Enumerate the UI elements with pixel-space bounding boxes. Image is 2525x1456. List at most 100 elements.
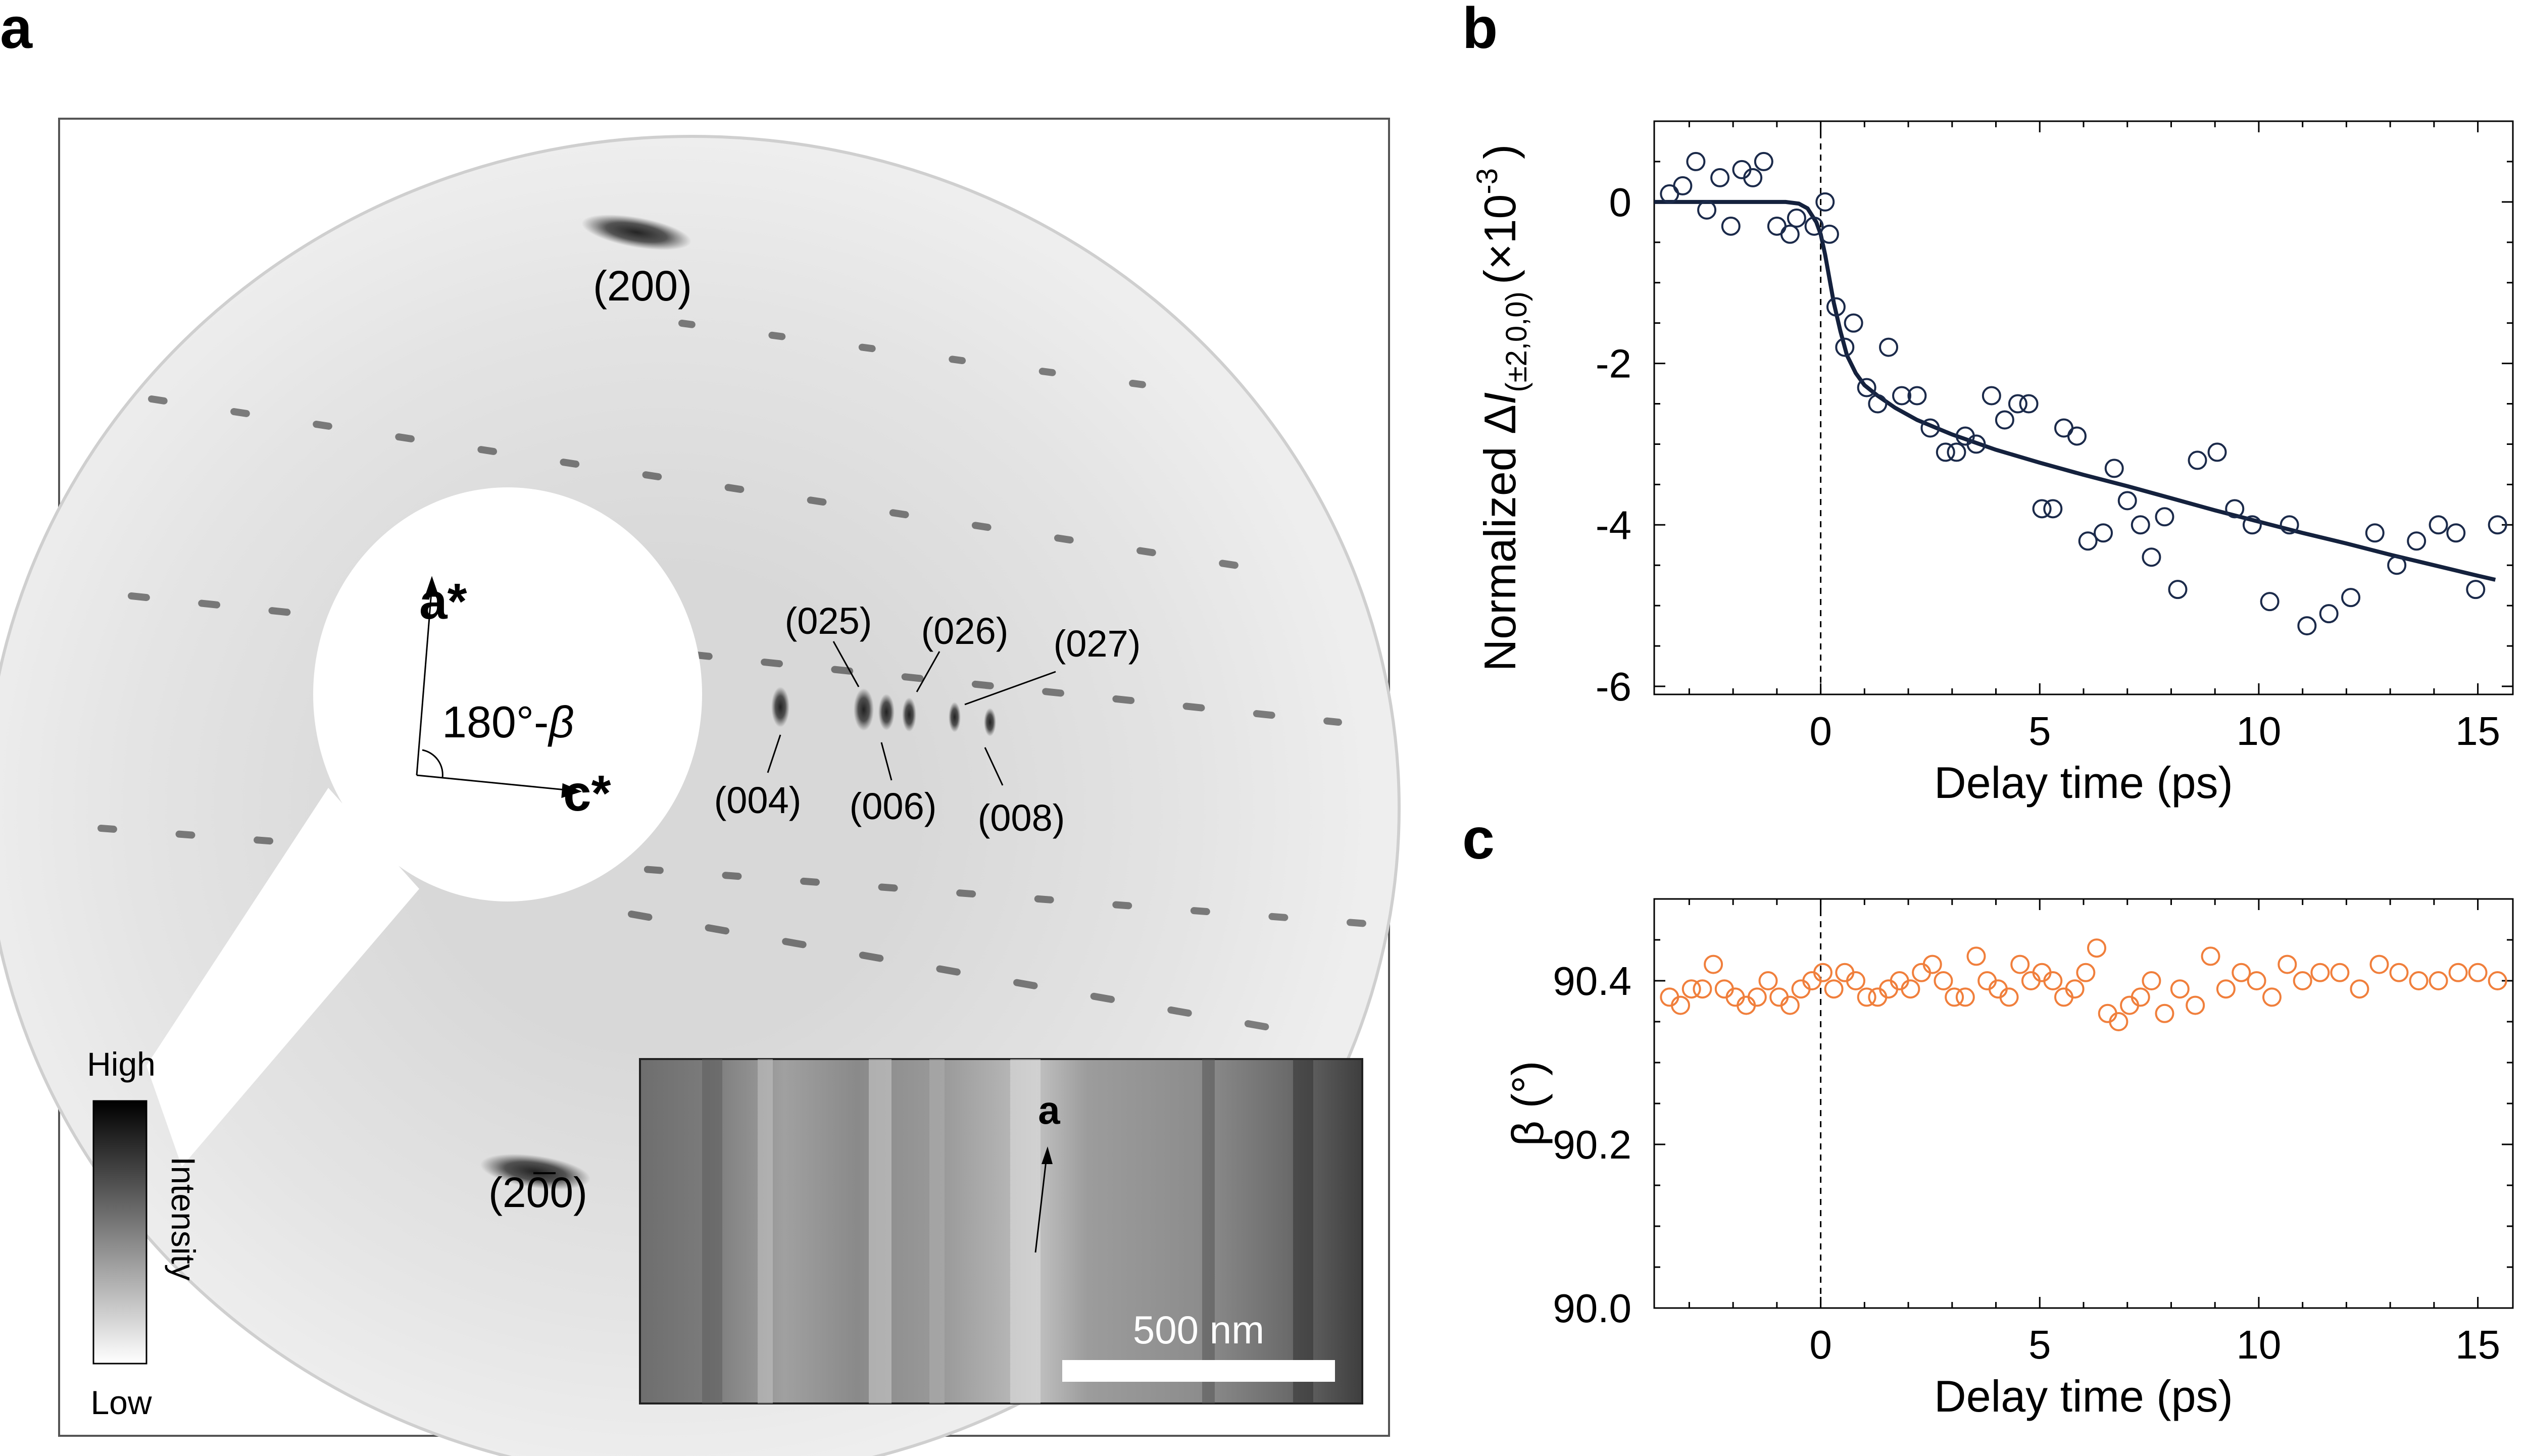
- streak-row-5: [678, 320, 1216, 397]
- b-data-point: [1826, 297, 1846, 317]
- b-data-point: [2319, 604, 2339, 624]
- angle-arc: [422, 749, 443, 778]
- b-data-point: [1844, 313, 1863, 333]
- b-y-tick-label: 0: [1609, 180, 1632, 225]
- b-data-point: [1982, 386, 2001, 406]
- peak-label-008: (008): [978, 797, 1065, 839]
- c-data-point: [1813, 963, 1833, 982]
- b-data-point: [1966, 434, 1986, 454]
- b-data-point: [1754, 152, 1773, 171]
- b-y-tick-label: -6: [1596, 664, 1631, 709]
- leader-008: [984, 747, 1004, 786]
- chart-b-data-points: [1660, 152, 2507, 636]
- tem-a-axis-line: [1034, 1156, 1048, 1253]
- panel-a-letter: a: [0, 0, 33, 61]
- tem-stripe-3: [869, 1059, 892, 1403]
- c-y-tick-label: 90.0: [1553, 1286, 1631, 1331]
- b-data-point: [1686, 152, 1706, 171]
- peak-label-200-top: (200): [593, 262, 692, 310]
- c-data-point: [2330, 963, 2350, 982]
- leader-025: [832, 641, 860, 687]
- c-data-point: [1681, 979, 1701, 999]
- b-data-point: [1920, 418, 1940, 438]
- b-x-tick-label: 15: [2455, 709, 2500, 754]
- b-data-point: [1743, 168, 1763, 187]
- b-data-point: [2078, 531, 2098, 551]
- tem-stripe-4: [929, 1059, 945, 1403]
- peak-label-004: (004): [714, 779, 802, 821]
- diffraction-streaks: [480, 214, 996, 1190]
- c-data-point: [1693, 979, 1712, 999]
- b-data-point: [2019, 394, 2039, 414]
- b-data-point: [1868, 394, 1888, 414]
- b-data-point: [1697, 200, 1717, 220]
- b-data-point: [2407, 531, 2427, 551]
- c-data-point: [2247, 971, 2266, 990]
- b-data-point: [2008, 394, 2027, 414]
- peak-label-006: (006): [850, 785, 937, 827]
- b-data-point: [2365, 523, 2385, 543]
- b-data-point: [2155, 507, 2174, 527]
- c-data-point: [2186, 995, 2205, 1015]
- c-data-point: [2010, 955, 2030, 974]
- diffraction-spot-004: [771, 687, 789, 727]
- chart-b: 0 5 10 15 0 -2 -4 -6 Delay time (ps) Normalized…: [1471, 120, 2514, 808]
- b-data-point: [2067, 426, 2087, 446]
- beam-stop-arm: [146, 788, 419, 1167]
- b-data-point: [1710, 168, 1730, 187]
- chart-b-x-axis-label: Delay time (ps): [1934, 758, 2233, 808]
- c-data-point: [2043, 971, 2063, 990]
- chart-c-x-axis-label: Delay time (ps): [1934, 1371, 2233, 1421]
- b-data-point: [2446, 523, 2466, 543]
- tem-stripe-2: [758, 1059, 773, 1403]
- panel-b-letter: b: [1462, 0, 1498, 61]
- chart-c-data-points: [1660, 938, 2507, 1031]
- leader-004: [767, 734, 781, 773]
- diffraction-spot-006: [902, 697, 916, 732]
- peak-label-027: (027): [1054, 623, 1141, 665]
- c-data-point: [2389, 963, 2409, 982]
- c-data-point: [1945, 987, 1964, 1007]
- c-x-tick-label: 10: [2236, 1322, 2281, 1367]
- c-star-label: c*: [563, 765, 611, 822]
- a-star-label: a*: [419, 573, 467, 630]
- reciprocal-axes: [416, 576, 582, 798]
- b-data-point: [1787, 208, 1806, 228]
- b-data-point: [2341, 588, 2361, 608]
- c-data-point: [1671, 995, 1691, 1015]
- c-data-point: [1780, 995, 1800, 1015]
- c-data-point: [1901, 979, 1920, 999]
- scalebar: [1062, 1360, 1335, 1382]
- c-data-point: [1857, 987, 1876, 1007]
- b-data-point: [2094, 523, 2113, 543]
- b-data-point: [1780, 224, 1800, 244]
- b-data-point: [2488, 515, 2507, 535]
- c-data-point: [2468, 963, 2488, 982]
- b-data-point: [2142, 547, 2161, 567]
- peak-label-200-bottom: (200): [488, 1169, 587, 1216]
- c-star-axis: [416, 774, 571, 791]
- c-data-point: [1747, 987, 1767, 1007]
- b-data-point: [1892, 386, 1912, 406]
- b-data-point: [2188, 450, 2207, 470]
- b-data-point: [2280, 515, 2299, 535]
- panel-c-letter: c: [1462, 807, 1495, 871]
- c-data-point: [2409, 971, 2429, 990]
- c-data-point: [2155, 1003, 2174, 1023]
- peak-label-026: (026): [921, 610, 1009, 652]
- scalebar-label: 500 nm: [1133, 1308, 1264, 1352]
- b-data-point: [2387, 556, 2407, 575]
- chart-b-fit-curve: [1654, 199, 2496, 582]
- chart-b-frame: [1653, 120, 2514, 695]
- tem-inset: a 500 nm: [639, 1058, 1363, 1404]
- diffraction-spot-027: [949, 702, 961, 732]
- c-x-tick-label: 15: [2455, 1322, 2500, 1367]
- b-x-tick-label: 0: [1809, 709, 1832, 754]
- beam-stop-disk: [313, 487, 702, 901]
- c-data-point: [1966, 946, 1986, 966]
- b-data-point: [1721, 216, 1741, 236]
- b-data-point: [2260, 592, 2280, 612]
- a-star-arrowhead: [424, 576, 439, 597]
- chart-b-ticks: [1654, 120, 2513, 694]
